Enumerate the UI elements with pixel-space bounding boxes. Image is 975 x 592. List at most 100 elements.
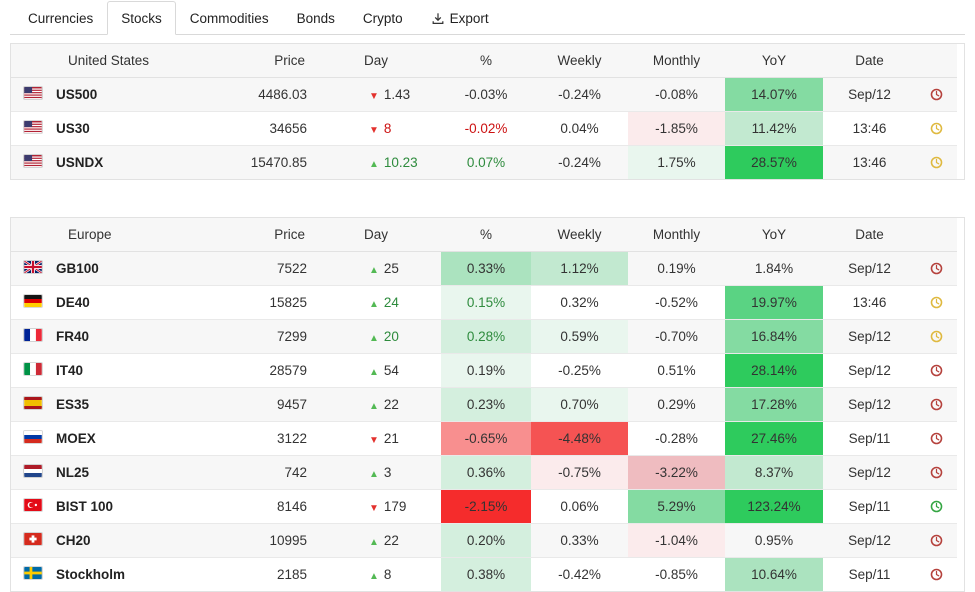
tab-currencies[interactable]: Currencies: [28, 11, 94, 26]
yoy-cell: 11.42%: [725, 110, 823, 145]
date-cell: Sep/12: [823, 386, 916, 421]
percent-cell: 0.28%: [441, 318, 531, 353]
tab-stocks[interactable]: Stocks: [107, 1, 176, 35]
triangle-up-icon: ▲: [369, 332, 379, 344]
date-cell: Sep/12: [823, 251, 916, 285]
table-row[interactable]: FR40 7299 ▲ 20 0.28% 0.59% -0.70% 16.84% …: [11, 318, 957, 353]
price-value: 4486.03: [216, 77, 311, 111]
percent-cell: 0.23%: [441, 386, 531, 421]
table-row[interactable]: GB100 7522 ▲ 25 0.33% 1.12% 0.19% 1.84% S…: [11, 251, 957, 285]
day-value: 20: [383, 328, 399, 344]
tables-area: United States Price Day% Weekly Monthly YoY D…: [10, 43, 965, 592]
clock-icon: [916, 534, 957, 547]
weekly-cell: 0.06%: [531, 488, 628, 523]
monthly-cell: -0.70%: [628, 318, 725, 353]
day-value: 10.23: [383, 154, 418, 170]
percent-cell: -0.65%: [441, 420, 531, 455]
day-value: 54: [383, 362, 399, 378]
table-row[interactable]: DE40 15825 ▲ 24 0.15% 0.32% -0.52% 19.97%…: [11, 284, 957, 319]
weekly-cell: -0.42%: [531, 556, 628, 591]
symbol-link[interactable]: DE40: [56, 284, 216, 319]
symbol-link[interactable]: MOEX: [56, 420, 216, 455]
region-header: United States: [56, 44, 216, 78]
tab-commodities[interactable]: Commodities: [189, 11, 269, 26]
monthly-cell: -3.22%: [628, 454, 725, 489]
symbol-link[interactable]: Stockholm: [56, 556, 216, 591]
day-change: ▲ 3: [311, 454, 441, 489]
table-row[interactable]: IT40 28579 ▲ 54 0.19% -0.25% 0.51% 28.14%…: [11, 352, 957, 387]
triangle-down-icon: ▼: [369, 502, 379, 514]
symbol-link[interactable]: GB100: [56, 251, 216, 285]
tab-bonds[interactable]: Bonds: [296, 11, 335, 26]
clock-icon: [916, 568, 957, 581]
column-header: Monthly: [628, 218, 725, 252]
date-cell: 13:46: [823, 284, 916, 319]
table-row[interactable]: CH20 10995 ▲ 22 0.20% 0.33% -1.04% 0.95% …: [11, 522, 957, 557]
date-cell: 13:46: [823, 144, 916, 179]
monthly-cell: -0.52%: [628, 284, 725, 319]
yoy-cell: 28.57%: [725, 144, 823, 179]
table-row[interactable]: USNDX 15470.85 ▲ 10.23 0.07% -0.24% 1.75%…: [11, 144, 957, 179]
table-row[interactable]: BIST 100 8146 ▼ 179 -2.15% 0.06% 5.29% 12…: [11, 488, 957, 523]
symbol-link[interactable]: CH20: [56, 522, 216, 557]
day-value: 21: [383, 430, 399, 446]
weekly-cell: -0.24%: [531, 77, 628, 111]
symbol-link[interactable]: ES35: [56, 386, 216, 421]
clock-cell: [916, 556, 957, 591]
triangle-down-icon: ▼: [369, 90, 379, 102]
column-header: %: [441, 44, 531, 78]
day-change: ▲ 54: [311, 352, 441, 387]
date-cell: Sep/11: [823, 556, 916, 591]
table-row[interactable]: NL25 742 ▲ 3 0.36% -0.75% -3.22% 8.37% Se…: [11, 454, 957, 489]
triangle-up-icon: ▲: [369, 298, 379, 310]
monthly-cell: 0.19%: [628, 251, 725, 285]
percent-cell: 0.07%: [441, 144, 531, 179]
weekly-cell: -4.48%: [531, 420, 628, 455]
symbol-link[interactable]: USNDX: [56, 144, 216, 179]
date-cell: Sep/12: [823, 77, 916, 111]
symbol-link[interactable]: NL25: [56, 454, 216, 489]
export-button[interactable]: Export: [417, 1, 503, 35]
day-change: ▲ 22: [311, 386, 441, 421]
price-value: 8146: [216, 488, 311, 523]
yoy-cell: 16.84%: [725, 318, 823, 353]
weekly-cell: 1.12%: [531, 251, 628, 285]
table-row[interactable]: US500 4486.03 ▼ 1.43 -0.03% -0.24% -0.08%…: [11, 77, 957, 111]
table-row[interactable]: MOEX 3122 ▼ 21 -0.65% -4.48% -0.28% 27.46…: [11, 420, 957, 455]
header-row: United States Price Day% Weekly Monthly YoY D…: [11, 44, 957, 78]
symbol-link[interactable]: US30: [56, 110, 216, 145]
table-row[interactable]: Stockholm 2185 ▲ 8 0.38% -0.42% -0.85% 10…: [11, 556, 957, 591]
tab-crypto[interactable]: Crypto: [362, 11, 403, 26]
symbol-link[interactable]: BIST 100: [56, 488, 216, 523]
monthly-cell: -1.04%: [628, 522, 725, 557]
clock-icon: [916, 88, 957, 101]
triangle-down-icon: ▼: [369, 434, 379, 446]
clock-icon: [916, 262, 957, 275]
weekly-cell: -0.75%: [531, 454, 628, 489]
day-change: ▼ 21: [311, 420, 441, 455]
clock-cell: [916, 284, 957, 319]
price-value: 15825: [216, 284, 311, 319]
market-table-europe: Europe Price Day% Weekly Monthly YoY Date GB1…: [10, 217, 965, 592]
percent-cell: -0.03%: [441, 77, 531, 111]
symbol-link[interactable]: US500: [56, 77, 216, 111]
clock-cell: [916, 77, 957, 111]
weekly-cell: 0.32%: [531, 284, 628, 319]
table-row[interactable]: ES35 9457 ▲ 22 0.23% 0.70% 0.29% 17.28% S…: [11, 386, 957, 421]
yoy-cell: 19.97%: [725, 284, 823, 319]
day-value: 8: [383, 566, 392, 582]
symbol-link[interactable]: IT40: [56, 352, 216, 387]
clock-cell: [916, 420, 957, 455]
table-row[interactable]: US30 34656 ▼ 8 -0.02% 0.04% -1.85% 11.42%…: [11, 110, 957, 145]
column-header: YoY: [725, 218, 823, 252]
symbol-link[interactable]: FR40: [56, 318, 216, 353]
monthly-cell: 1.75%: [628, 144, 725, 179]
day-change: ▼ 179: [311, 488, 441, 523]
monthly-cell: -1.85%: [628, 110, 725, 145]
day-change: ▲ 10.23: [311, 144, 441, 179]
header-row: Europe Price Day% Weekly Monthly YoY Date: [11, 218, 957, 252]
column-header: Weekly: [531, 44, 628, 78]
price-value: 10995: [216, 522, 311, 557]
price-value: 3122: [216, 420, 311, 455]
clock-cell: [916, 352, 957, 387]
